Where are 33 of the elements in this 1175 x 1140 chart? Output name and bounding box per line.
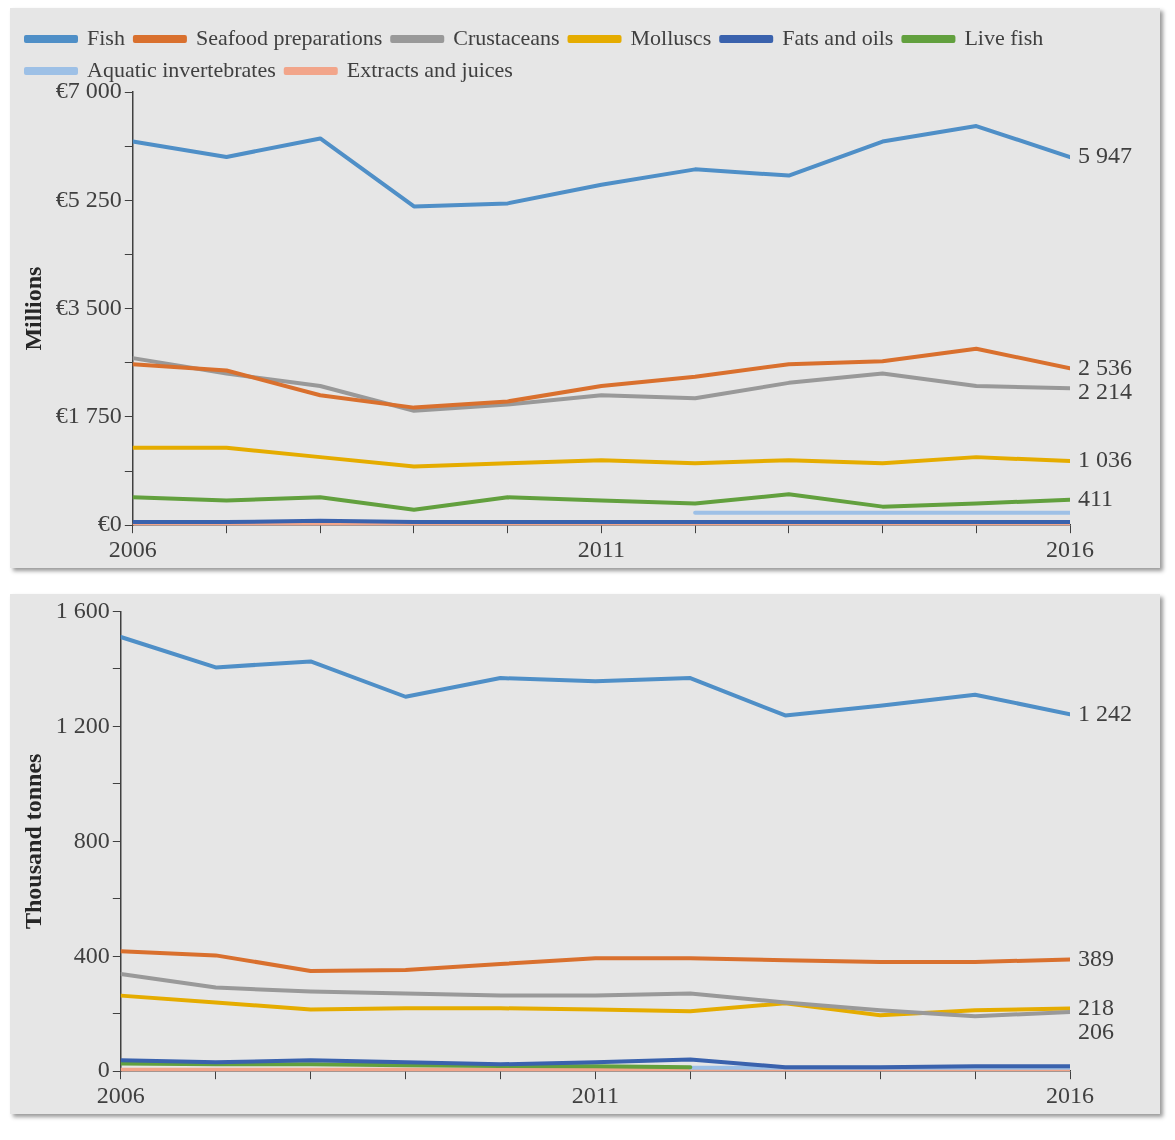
data-label: 5 947 <box>1078 142 1132 169</box>
data-label: 218 <box>1078 993 1114 1020</box>
legend-label: Molluscs <box>630 24 712 50</box>
data-label: 2 214 <box>1078 377 1132 404</box>
legend-label: Extracts and juices <box>346 56 513 82</box>
y-tick-label: 400 <box>73 941 110 968</box>
data-label: 1 036 <box>1078 446 1132 473</box>
x-tick-label: 2006 <box>108 535 157 562</box>
y-tick-label: €0 <box>97 510 122 537</box>
y-tick-label: 1 600 <box>55 596 110 623</box>
y-axis-title: Millions <box>19 266 46 351</box>
legend-label: Live fish <box>964 24 1044 50</box>
data-label: 411 <box>1078 485 1114 512</box>
y-tick-label: €3 500 <box>55 293 122 320</box>
y-tick-label: €5 250 <box>55 185 122 212</box>
y-tick-label: €1 750 <box>55 402 122 429</box>
x-tick-label: 2011 <box>571 1081 619 1108</box>
data-label: 206 <box>1078 1017 1114 1044</box>
x-tick-label: 2006 <box>96 1081 145 1108</box>
data-label: 2 536 <box>1078 353 1132 380</box>
legend-label: Fish <box>87 24 125 50</box>
x-tick-label: 2016 <box>1046 1081 1094 1108</box>
legend-label: Crustaceans <box>453 24 560 50</box>
legend-label: Seafood preparations <box>195 24 383 50</box>
y-tick-label: 0 <box>97 1056 110 1083</box>
legend-label: Fats and oils <box>782 24 894 50</box>
y-tick-label: 1 200 <box>55 711 110 738</box>
x-tick-label: 2016 <box>1046 535 1094 562</box>
y-tick-label: 800 <box>73 826 110 853</box>
x-tick-label: 2011 <box>577 535 625 562</box>
data-label: 1 242 <box>1078 699 1132 726</box>
y-axis-title: Thousand tonnes <box>19 753 46 930</box>
data-label: 389 <box>1078 944 1114 971</box>
